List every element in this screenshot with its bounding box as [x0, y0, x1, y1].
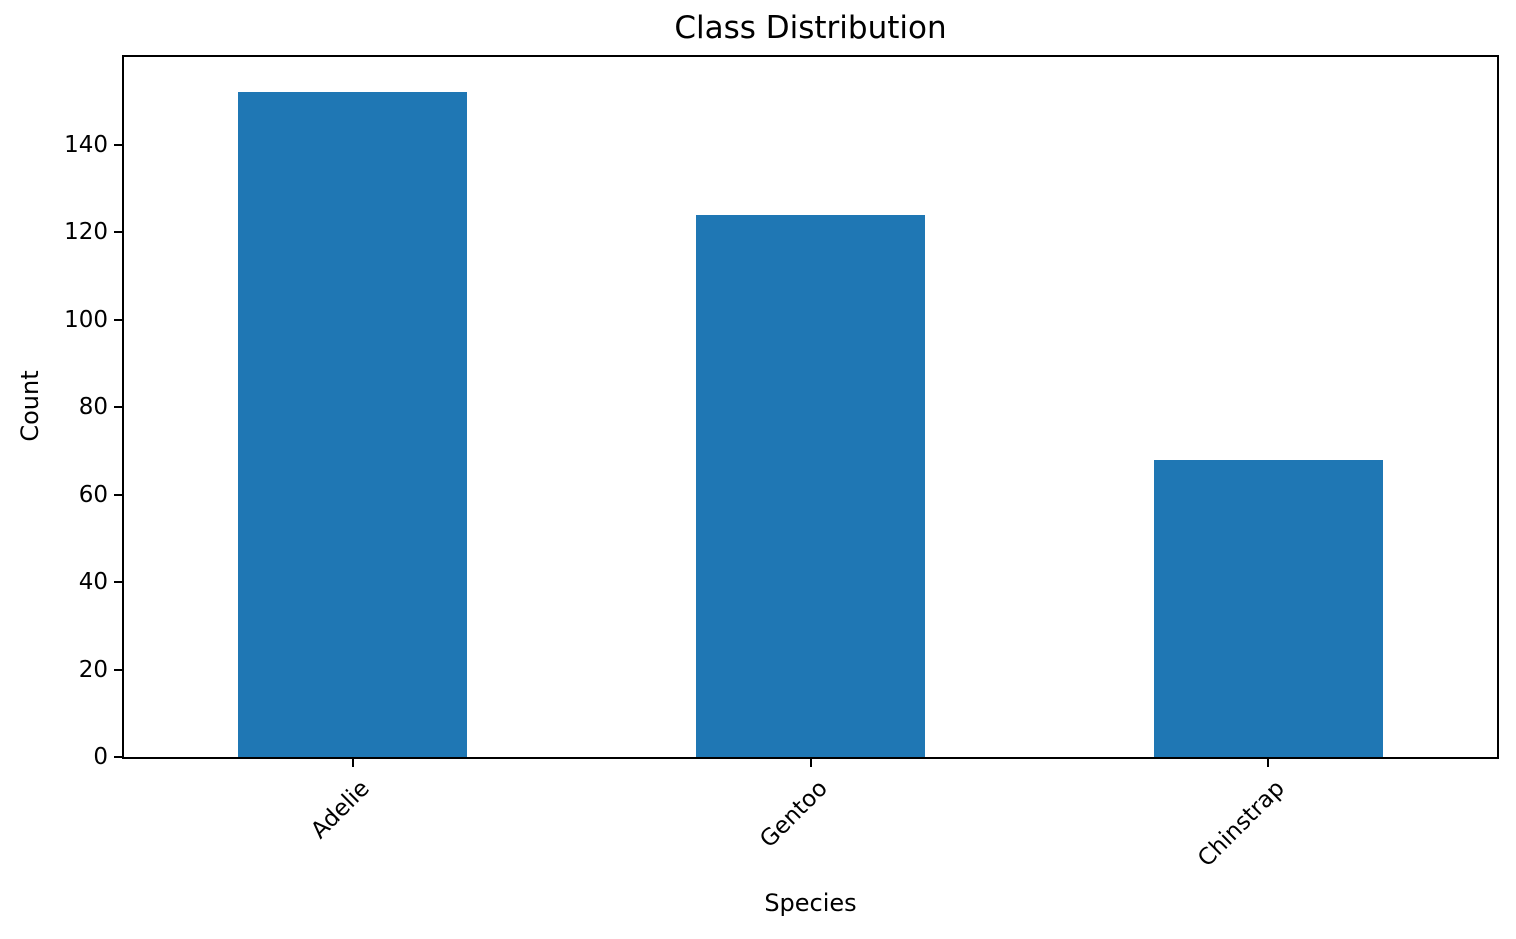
x-axis-label: Species	[764, 889, 857, 917]
y-tick-mark	[114, 493, 122, 496]
x-tick-mark	[1267, 759, 1270, 767]
y-tick-mark	[114, 406, 122, 408]
y-tick-mark	[114, 143, 122, 146]
y-tick-mark	[114, 668, 122, 671]
y-tick-mark	[114, 231, 122, 233]
y-tick-label: 0	[93, 744, 108, 770]
y-tick-label: 80	[78, 394, 108, 420]
y-tick-label: 140	[64, 131, 108, 158]
y-tick-label: 100	[64, 306, 108, 333]
x-tick-mark	[809, 759, 812, 767]
bar-adelie	[238, 92, 468, 757]
y-tick-label: 120	[64, 219, 108, 245]
bar-gentoo	[696, 214, 925, 757]
y-tick-label: 60	[78, 481, 108, 508]
bars-layer	[124, 57, 1497, 757]
y-tick-label: 20	[78, 656, 108, 683]
y-tick-label: 40	[78, 569, 108, 595]
plot-area	[122, 55, 1499, 759]
y-tick-mark	[114, 756, 122, 758]
y-tick-mark	[114, 581, 122, 583]
y-tick-mark	[114, 318, 122, 321]
x-tick-mark	[351, 759, 354, 767]
bar-chinstrap	[1153, 459, 1383, 757]
chart-title: Class Distribution	[674, 10, 947, 46]
